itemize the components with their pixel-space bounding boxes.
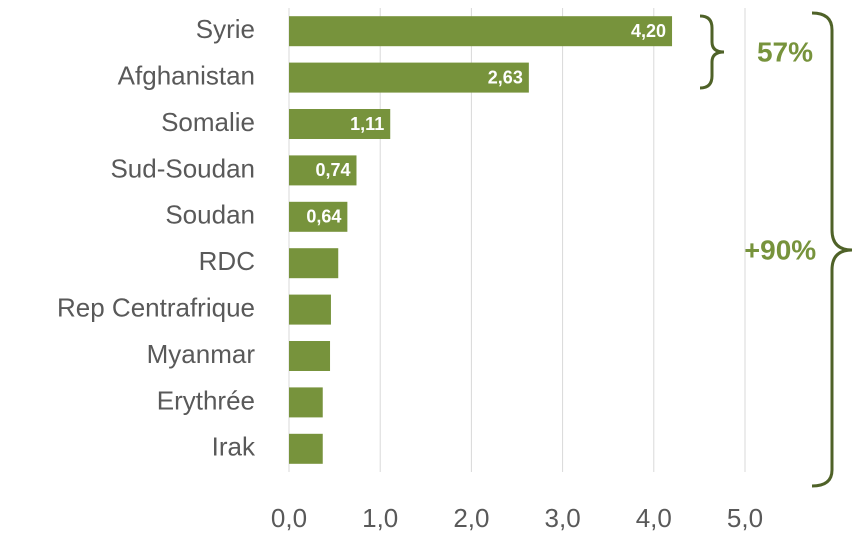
data-label: 0,74 xyxy=(315,160,350,180)
x-tick-label: 0,0 xyxy=(271,503,307,533)
y-tick-label: Syrie xyxy=(196,14,255,44)
y-tick-label: Myanmar xyxy=(147,339,256,369)
y-tick-label: Soudan xyxy=(165,200,255,230)
x-tick-label: 3,0 xyxy=(545,503,581,533)
data-label: 4,20 xyxy=(631,21,666,41)
x-tick-label: 5,0 xyxy=(727,503,763,533)
y-tick-label: Sud-Soudan xyxy=(110,153,255,183)
y-tick-label: Rep Centrafrique xyxy=(57,292,255,322)
bar xyxy=(289,109,391,139)
brace-large xyxy=(811,11,853,488)
data-label: 2,63 xyxy=(488,67,523,87)
y-tick-label: Irak xyxy=(212,432,256,462)
bar xyxy=(289,341,331,371)
annotation: +90% xyxy=(744,234,816,265)
brace-small xyxy=(699,14,725,90)
x-tick-label: 2,0 xyxy=(453,503,489,533)
data-label: 1,11 xyxy=(350,114,384,134)
bar xyxy=(289,201,348,232)
y-tick-label: Somalie xyxy=(161,107,255,137)
bar xyxy=(289,16,673,47)
bar xyxy=(289,433,323,464)
annotation: 57% xyxy=(757,36,813,67)
bar xyxy=(289,294,331,325)
bar xyxy=(289,387,323,418)
data-label: 0,64 xyxy=(306,207,341,227)
bar xyxy=(289,248,339,279)
y-tick-label: Erythrée xyxy=(157,385,255,415)
bar xyxy=(289,155,357,186)
y-tick-label: Afghanistan xyxy=(118,60,255,90)
bar xyxy=(289,62,529,93)
x-tick-label: 4,0 xyxy=(636,503,672,533)
y-tick-label: RDC xyxy=(199,246,255,276)
x-tick-label: 1,0 xyxy=(362,503,398,533)
